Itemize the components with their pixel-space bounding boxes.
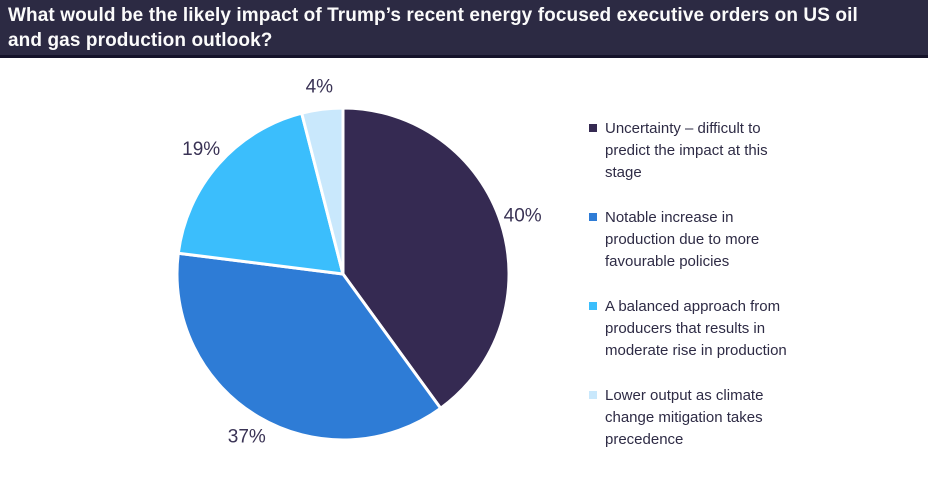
slice-value-label: 37% xyxy=(228,427,266,448)
title-banner: What would be the likely impact of Trump… xyxy=(0,0,928,58)
legend-label: Uncertainty – difficult to predict the i… xyxy=(605,120,768,181)
pie-chart: 40% 37% 19% 4% xyxy=(175,77,542,448)
legend-item-4: Lower output as climate change mitigatio… xyxy=(589,385,800,451)
legend-marker-icon xyxy=(589,302,597,310)
pie-slice-1 xyxy=(341,106,511,410)
pie-slice-3 xyxy=(176,111,345,276)
legend-item-2: Notable increase in production due to mo… xyxy=(589,207,800,273)
slice-value-label: 4% xyxy=(306,77,334,98)
page-title-line2: and gas production outlook? xyxy=(8,30,273,51)
legend-item-1: Uncertainty – difficult to predict the i… xyxy=(589,118,800,184)
chart-area: 40% 37% 19% 4% Uncertainty – difficult to p… xyxy=(0,58,928,491)
slice-value-label: 19% xyxy=(182,139,220,160)
legend-label: Notable increase in production due to mo… xyxy=(605,209,760,270)
legend-marker-icon xyxy=(589,213,597,221)
pie-slice-2 xyxy=(175,251,443,442)
page-title-line1: What would be the likely impact of Trump… xyxy=(8,5,858,26)
legend-item-3: A balanced approach from producers that … xyxy=(589,296,800,362)
legend-marker-icon xyxy=(589,391,597,399)
page-title: What would be the likely impact of Trump… xyxy=(8,3,920,53)
pie-slice-4 xyxy=(300,106,345,276)
legend: Uncertainty – difficult to predict the i… xyxy=(589,118,800,451)
legend-label: Lower output as climate change mitigatio… xyxy=(605,387,764,448)
legend-label: A balanced approach from producers that … xyxy=(605,298,787,359)
legend-marker-icon xyxy=(589,124,597,132)
slice-value-label: 40% xyxy=(504,206,542,227)
